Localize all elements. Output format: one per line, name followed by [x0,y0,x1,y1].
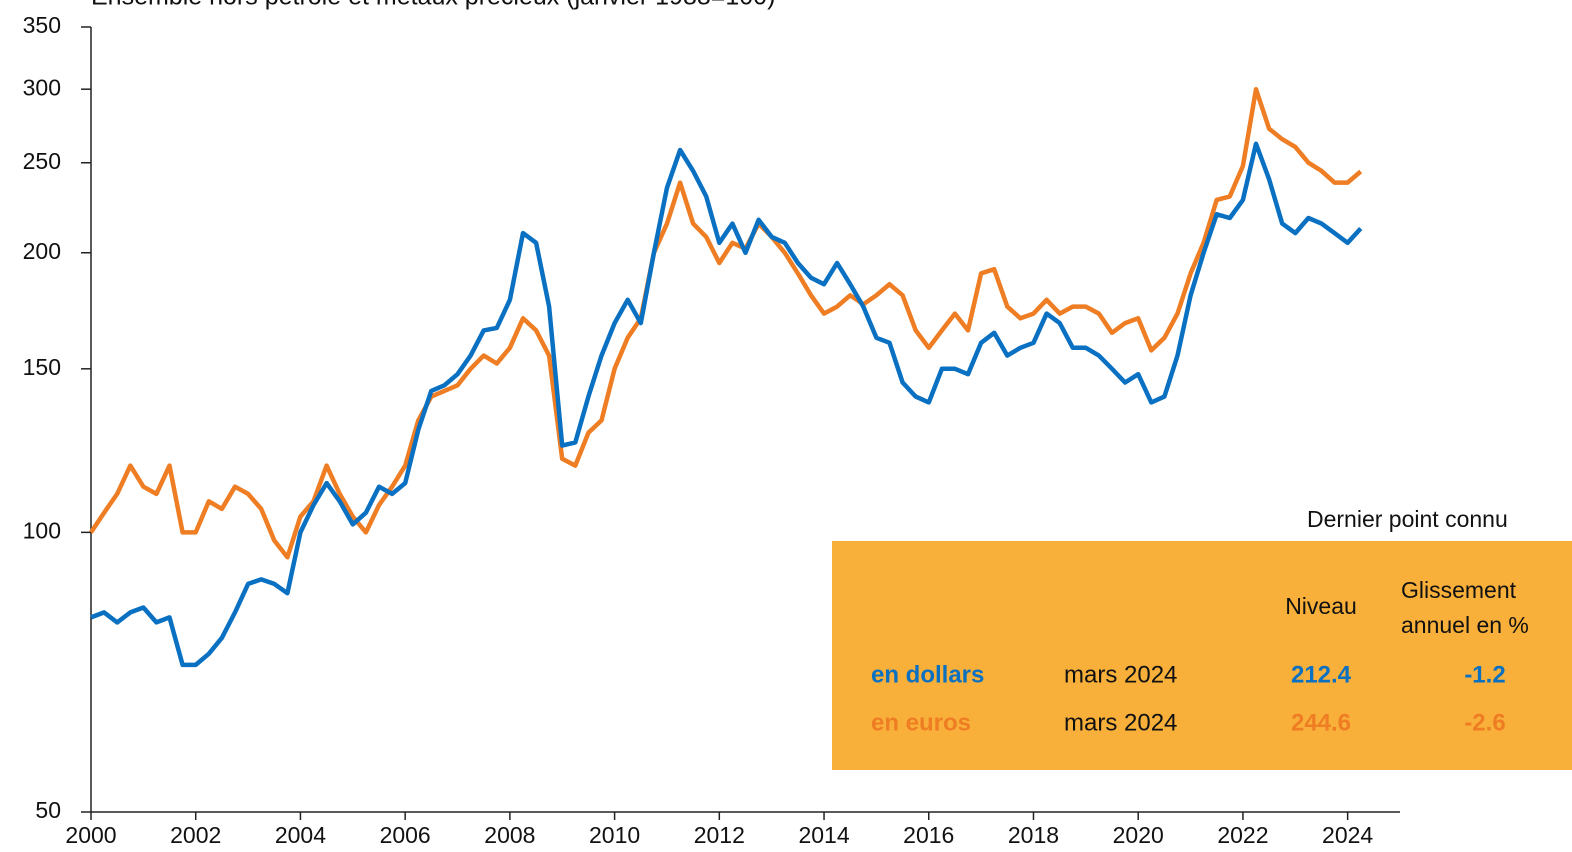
table-cell: 244.6 [1291,709,1351,736]
table-cell: -1.2 [1464,661,1505,688]
table-header: Niveau [1285,593,1357,619]
x-tick-label: 2004 [275,822,326,848]
table-title: Dernier point connu [1307,506,1508,532]
table-cell: en euros [871,709,971,736]
x-tick-label: 2024 [1322,822,1373,848]
x-tick-label: 2014 [798,822,849,848]
y-tick-label: 250 [23,148,61,174]
x-tick-label: 2022 [1217,822,1268,848]
y-tick-label: 50 [35,797,61,823]
y-tick-label: 350 [23,12,61,38]
x-tick-label: 2002 [170,822,221,848]
x-tick-label: 2018 [1008,822,1059,848]
table-header: Glissement [1401,577,1517,603]
y-tick-label: 150 [23,354,61,380]
series-line [90,141,1363,668]
table-cell: mars 2024 [1064,709,1177,736]
x-tick-label: 2020 [1113,822,1164,848]
series-line [89,86,1363,560]
table-box [832,541,1572,770]
y-tick-label: 300 [23,74,61,100]
table-cell: mars 2024 [1064,661,1177,688]
x-tick-label: 2006 [380,822,431,848]
y-tick-label: 200 [23,238,61,264]
x-tick-label: 2008 [484,822,535,848]
table-cell: en dollars [871,661,984,688]
x-tick-label: 2010 [589,822,640,848]
y-tick-label: 100 [23,517,61,543]
x-tick-label: 2000 [65,822,116,848]
x-tick-label: 2012 [694,822,745,848]
table-cell: 212.4 [1291,661,1352,688]
table-cell: -2.6 [1464,709,1505,736]
x-tick-label: 2016 [903,822,954,848]
chart-title: Ensemble hors pétrole et métaux précieux… [91,0,775,11]
table-header: annuel en % [1401,612,1529,638]
